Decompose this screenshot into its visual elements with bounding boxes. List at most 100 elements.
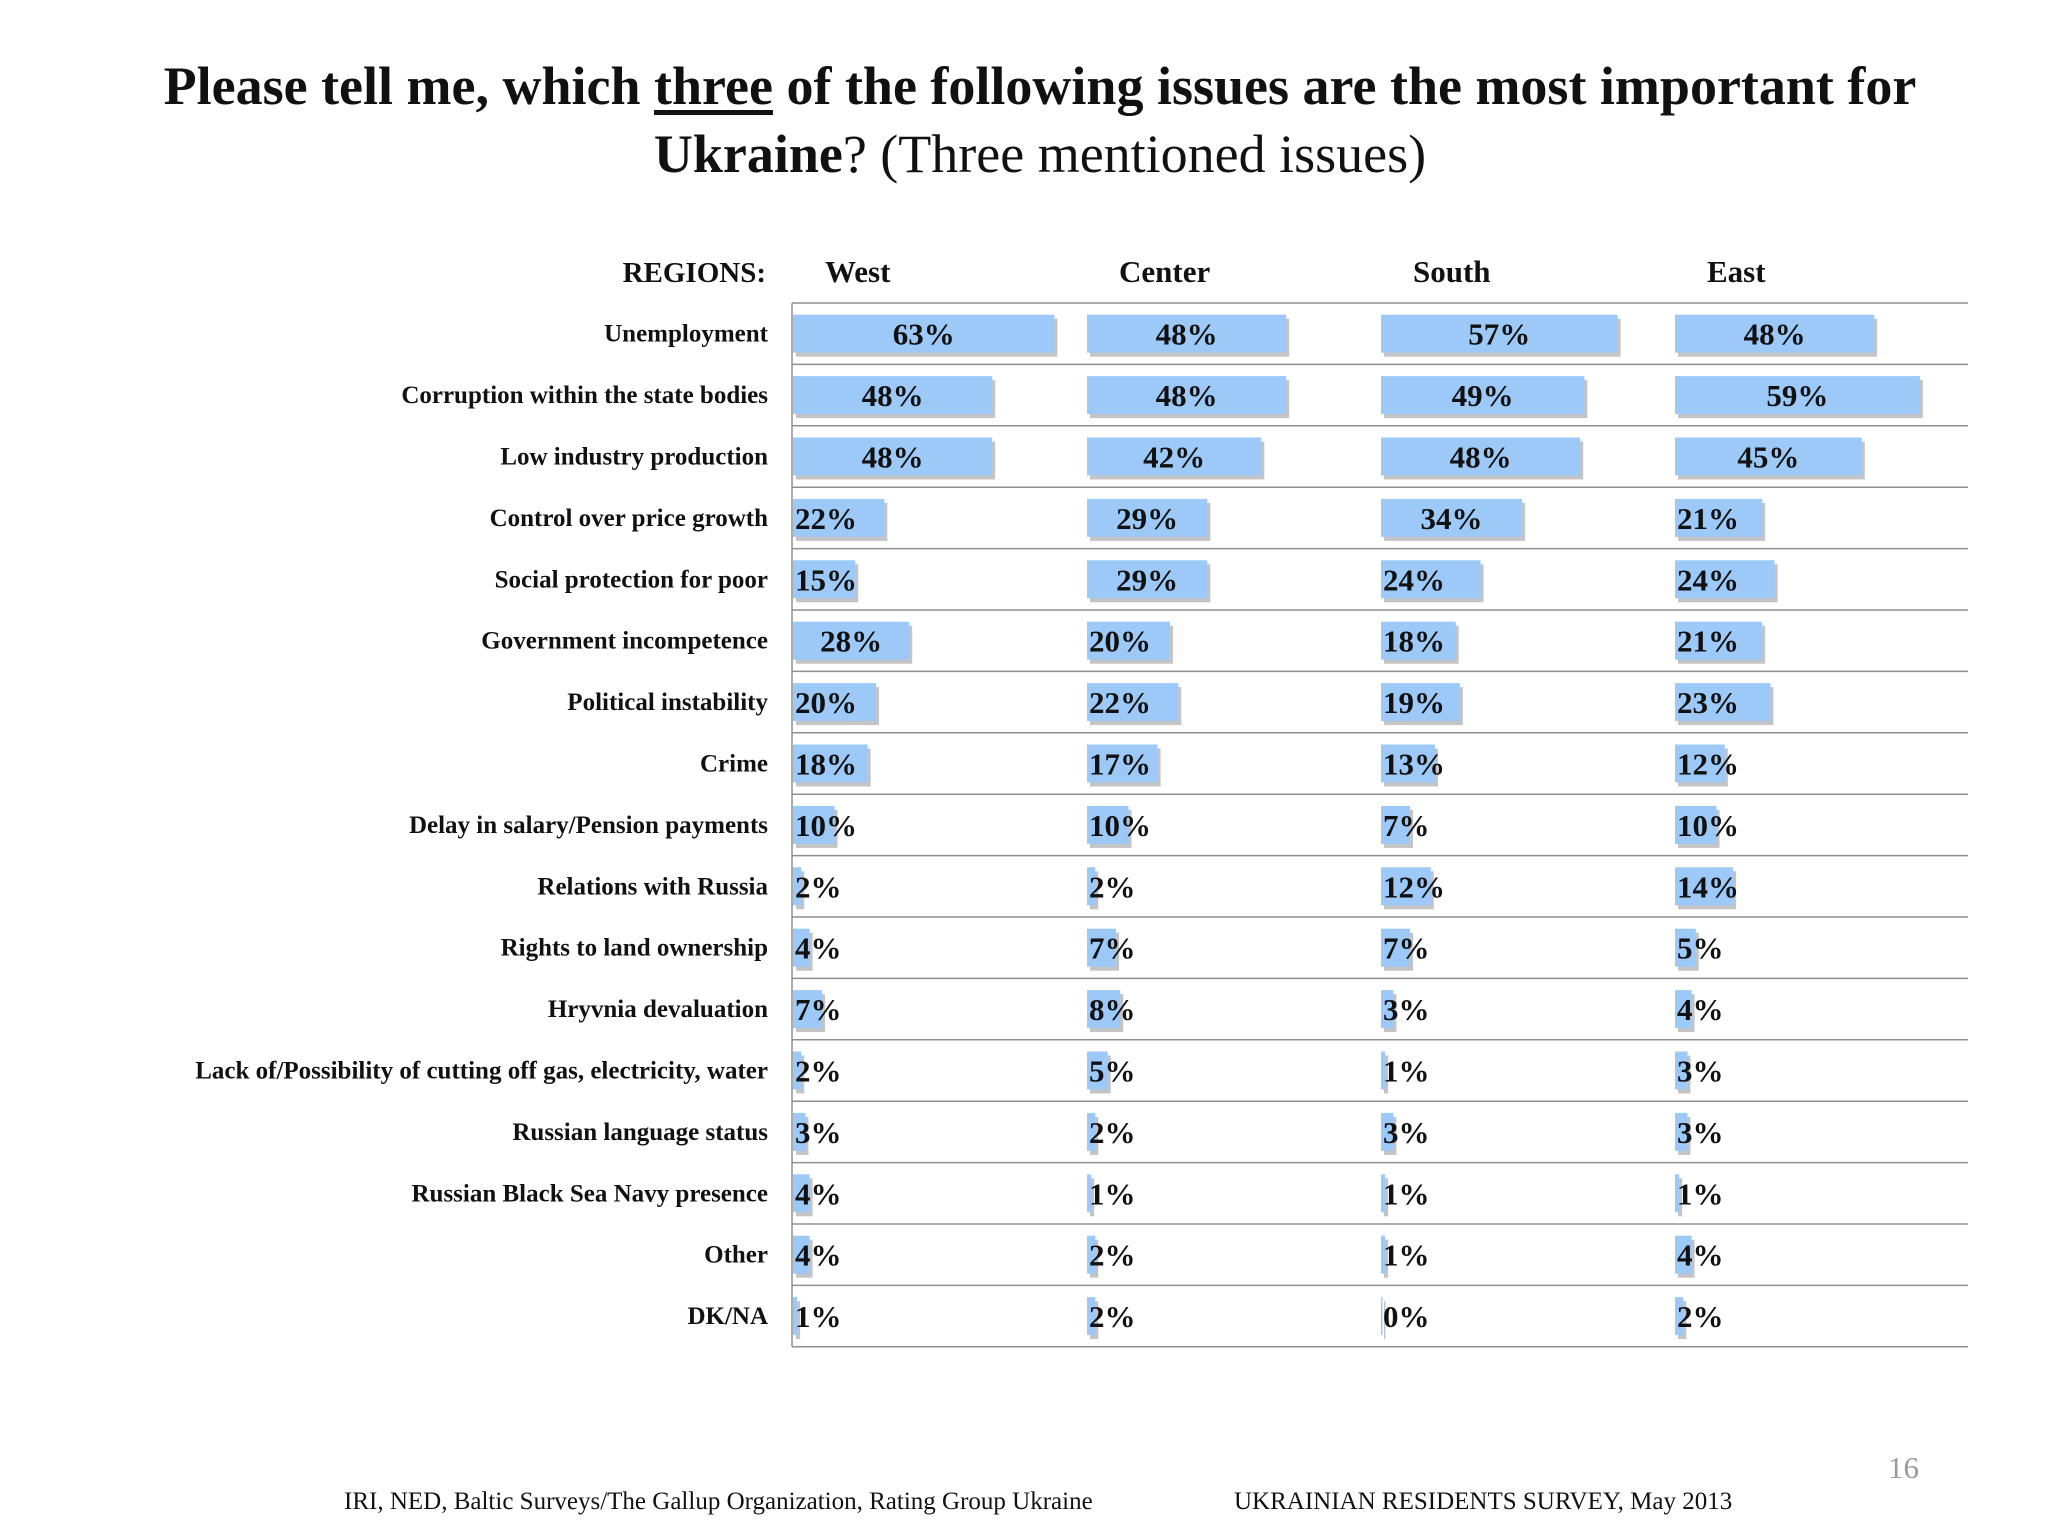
data-label: 3% [795,1115,842,1150]
data-label: 48% [1450,440,1512,475]
data-label: 20% [795,685,857,720]
data-label: 48% [862,378,924,413]
data-label: 24% [1677,562,1739,597]
bar-center [1087,314,1287,353]
bar-center [1087,560,1208,599]
bar-west [793,928,810,967]
bar-center [1087,621,1170,660]
bar-west [793,990,823,1029]
bar-east [1675,621,1763,660]
bar-center [1087,376,1287,415]
bar-east [1675,1235,1692,1274]
data-label: 4% [795,1238,842,1273]
data-label: 12% [1383,869,1445,904]
data-label: 2% [1089,1299,1136,1334]
data-label: 12% [1677,747,1739,782]
bar-south [1381,1235,1386,1274]
data-label: 15% [795,562,857,597]
data-label: 10% [1089,808,1151,843]
data-label: 1% [1383,1176,1430,1211]
bar-east [1675,928,1696,967]
category-label: Delay in salary/Pension payments [409,812,768,839]
bar-south [1381,683,1460,722]
data-label: 19% [1383,685,1445,720]
bar-west [793,1297,798,1336]
data-label: 8% [1089,992,1136,1027]
bar-east [1675,1051,1688,1090]
bar-south [1381,314,1618,353]
data-label: 21% [1677,501,1739,536]
bar-east [1675,437,1862,476]
bar-east [1675,990,1692,1029]
bar-center [1087,867,1096,906]
data-label: 2% [1677,1299,1724,1334]
bar-east [1675,1174,1680,1213]
data-label: 34% [1421,501,1483,536]
data-label: 18% [1383,624,1445,659]
bar-south [1381,376,1585,415]
data-label: 4% [1677,1238,1724,1273]
category-label: Other [704,1242,768,1269]
bar-east [1675,376,1920,415]
bar-center [1087,1051,1108,1090]
chart-title: Please tell me, which three of the follo… [60,52,2020,188]
category-label: Unemployment [604,321,769,348]
data-label: 48% [1156,317,1218,352]
data-label: 45% [1737,440,1799,475]
data-label: 59% [1766,378,1828,413]
bar-west [793,1051,802,1090]
data-label: 48% [1156,378,1218,413]
data-label: 23% [1677,685,1739,720]
data-label: 7% [795,992,842,1027]
data-label: 2% [1089,1115,1136,1150]
data-label: 49% [1452,378,1514,413]
data-label: 22% [795,501,857,536]
data-label: 22% [1089,685,1151,720]
data-label: 1% [795,1299,842,1334]
bar-west [793,1235,810,1274]
data-label: 29% [1116,562,1178,597]
data-label: 21% [1677,624,1739,659]
data-label: 24% [1383,562,1445,597]
data-label: 0% [1383,1299,1430,1334]
region-header-west: West [825,254,891,289]
bar-east [1675,683,1771,722]
title-underlined-word: three [654,56,773,116]
region-header-center: Center [1119,254,1210,289]
data-label: 3% [1383,992,1430,1027]
bar-east [1675,1297,1684,1336]
data-label: 17% [1089,747,1151,782]
data-label: 2% [795,869,842,904]
category-label: Corruption within the state bodies [401,382,768,409]
data-label: 18% [795,747,857,782]
category-label: Low industry production [500,444,768,471]
data-label: 4% [795,1176,842,1211]
category-label: DK/NA [687,1303,768,1330]
bar-south [1381,928,1411,967]
bar-east [1675,1112,1688,1151]
bar-center [1087,928,1117,967]
bar-west [793,437,993,476]
bar-center [1087,1112,1096,1151]
bar-shadow [796,1301,801,1340]
data-label: 63% [893,317,955,352]
region-header-east: East [1707,254,1766,289]
bar-south [1381,867,1431,906]
bar-west [793,744,868,783]
bar-center [1087,1174,1092,1213]
data-label: 48% [862,440,924,475]
bar-center [1087,683,1179,722]
bar-west [793,867,802,906]
bar-south [1381,744,1435,783]
bar-center [1087,990,1121,1029]
bar-south [1381,498,1523,537]
region-header-south: South [1413,254,1491,289]
data-label: 5% [1089,1054,1136,1089]
data-label: 14% [1677,869,1739,904]
bar-shadow [1678,1178,1683,1217]
bar-shadow [1384,1178,1389,1217]
bar-west [793,376,993,415]
bar-shadow [1090,1178,1095,1217]
bar-west [793,560,856,599]
footer-survey: UKRAINIAN RESIDENTS SURVEY, May 2013 [1234,1488,1733,1515]
